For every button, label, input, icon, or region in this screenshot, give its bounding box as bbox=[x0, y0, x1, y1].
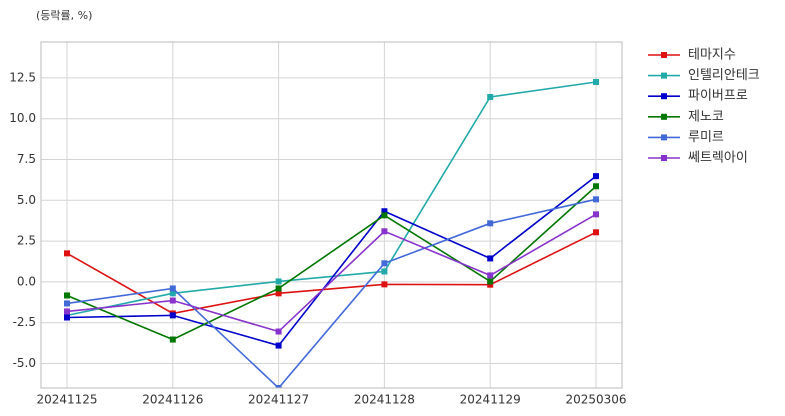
point-marker bbox=[593, 196, 599, 203]
legend-label: 테마지수 bbox=[688, 48, 736, 63]
point-marker bbox=[487, 281, 494, 288]
point-marker bbox=[64, 300, 70, 307]
legend-label: 인텔리안테크 bbox=[688, 68, 760, 83]
point-marker bbox=[487, 255, 494, 262]
point-marker bbox=[275, 285, 282, 292]
x-tick-label: 20250306 bbox=[565, 393, 626, 407]
point-marker bbox=[169, 285, 176, 292]
series-line bbox=[66, 175, 597, 347]
point-marker bbox=[275, 278, 282, 285]
point-marker bbox=[593, 229, 599, 236]
point-marker bbox=[593, 211, 599, 218]
legend-marker bbox=[661, 72, 667, 79]
point-marker bbox=[64, 292, 70, 299]
legend-label: 제노코 bbox=[688, 109, 724, 124]
point-marker bbox=[381, 208, 388, 215]
point-marker bbox=[593, 183, 599, 190]
x-tick-label: 20241125 bbox=[36, 393, 97, 407]
y-axis-label: (등락률, %) bbox=[36, 9, 92, 22]
series-line bbox=[66, 198, 597, 388]
y-tick-label: 5.0 bbox=[17, 193, 36, 207]
point-marker bbox=[64, 308, 70, 315]
point-marker bbox=[487, 94, 494, 101]
legend-marker bbox=[661, 93, 667, 100]
point-marker bbox=[487, 272, 494, 279]
point-marker bbox=[487, 278, 494, 285]
point-marker bbox=[275, 290, 282, 297]
point-marker bbox=[275, 342, 282, 349]
series-line bbox=[66, 81, 597, 317]
point-marker bbox=[169, 290, 176, 297]
y-tick-label: 10.0 bbox=[9, 111, 36, 125]
y-tick-label: -2.5 bbox=[13, 315, 36, 329]
point-marker bbox=[275, 328, 282, 335]
legend-marker bbox=[661, 52, 667, 58]
legend-marker bbox=[661, 113, 667, 120]
point-marker bbox=[381, 212, 388, 219]
point-marker bbox=[169, 312, 176, 319]
x-tick-label: 20241128 bbox=[354, 393, 415, 407]
y-tick-label: -5.0 bbox=[13, 356, 36, 370]
x-tick-label: 20241129 bbox=[460, 393, 521, 407]
point-marker bbox=[169, 297, 176, 304]
point-marker bbox=[381, 268, 388, 275]
plot-frame bbox=[40, 41, 623, 389]
point-marker bbox=[64, 314, 70, 321]
point-marker bbox=[275, 385, 282, 388]
point-marker bbox=[381, 260, 388, 267]
point-marker bbox=[64, 250, 70, 257]
x-tick-label: 20241127 bbox=[248, 393, 309, 407]
legend-label: 루미르 bbox=[688, 130, 724, 145]
point-marker bbox=[381, 281, 388, 288]
series-line bbox=[66, 231, 597, 315]
point-marker bbox=[593, 173, 599, 180]
series-line bbox=[66, 213, 597, 333]
point-marker bbox=[169, 336, 176, 343]
legend-marker bbox=[661, 134, 667, 141]
legend-label: 파이버프로 bbox=[688, 89, 748, 104]
point-marker bbox=[593, 78, 599, 85]
y-tick-label: 2.5 bbox=[17, 234, 36, 248]
y-tick-label: 12.5 bbox=[9, 70, 36, 84]
legend-label: 쎄트렉아이 bbox=[688, 151, 748, 166]
point-marker bbox=[381, 228, 388, 235]
y-tick-label: 7.5 bbox=[17, 152, 36, 166]
point-marker bbox=[487, 220, 494, 227]
legend-marker bbox=[661, 155, 667, 161]
x-tick-label: 20241126 bbox=[142, 393, 203, 407]
y-tick-label: 0.0 bbox=[17, 274, 36, 288]
